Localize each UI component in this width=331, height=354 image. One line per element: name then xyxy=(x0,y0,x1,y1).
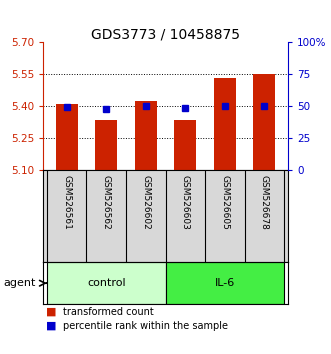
Bar xyxy=(47,262,166,304)
Title: GDS3773 / 10458875: GDS3773 / 10458875 xyxy=(91,27,240,41)
Text: IL-6: IL-6 xyxy=(214,278,235,288)
Text: transformed count: transformed count xyxy=(63,307,154,316)
Text: ■: ■ xyxy=(46,321,57,331)
Bar xyxy=(214,78,236,170)
Bar xyxy=(166,262,284,304)
Bar xyxy=(56,104,77,170)
Bar xyxy=(254,74,275,170)
Bar xyxy=(174,120,196,170)
Text: GSM526602: GSM526602 xyxy=(141,175,150,229)
Text: percentile rank within the sample: percentile rank within the sample xyxy=(63,321,228,331)
Text: agent: agent xyxy=(3,278,36,288)
Text: GSM526603: GSM526603 xyxy=(181,175,190,229)
Text: GSM526562: GSM526562 xyxy=(102,175,111,229)
Text: GSM526605: GSM526605 xyxy=(220,175,229,229)
Text: control: control xyxy=(87,278,125,288)
Bar xyxy=(135,101,157,170)
Text: GSM526678: GSM526678 xyxy=(260,175,269,229)
Bar xyxy=(95,120,117,170)
Text: ■: ■ xyxy=(46,307,57,316)
Text: GSM526561: GSM526561 xyxy=(62,175,71,229)
